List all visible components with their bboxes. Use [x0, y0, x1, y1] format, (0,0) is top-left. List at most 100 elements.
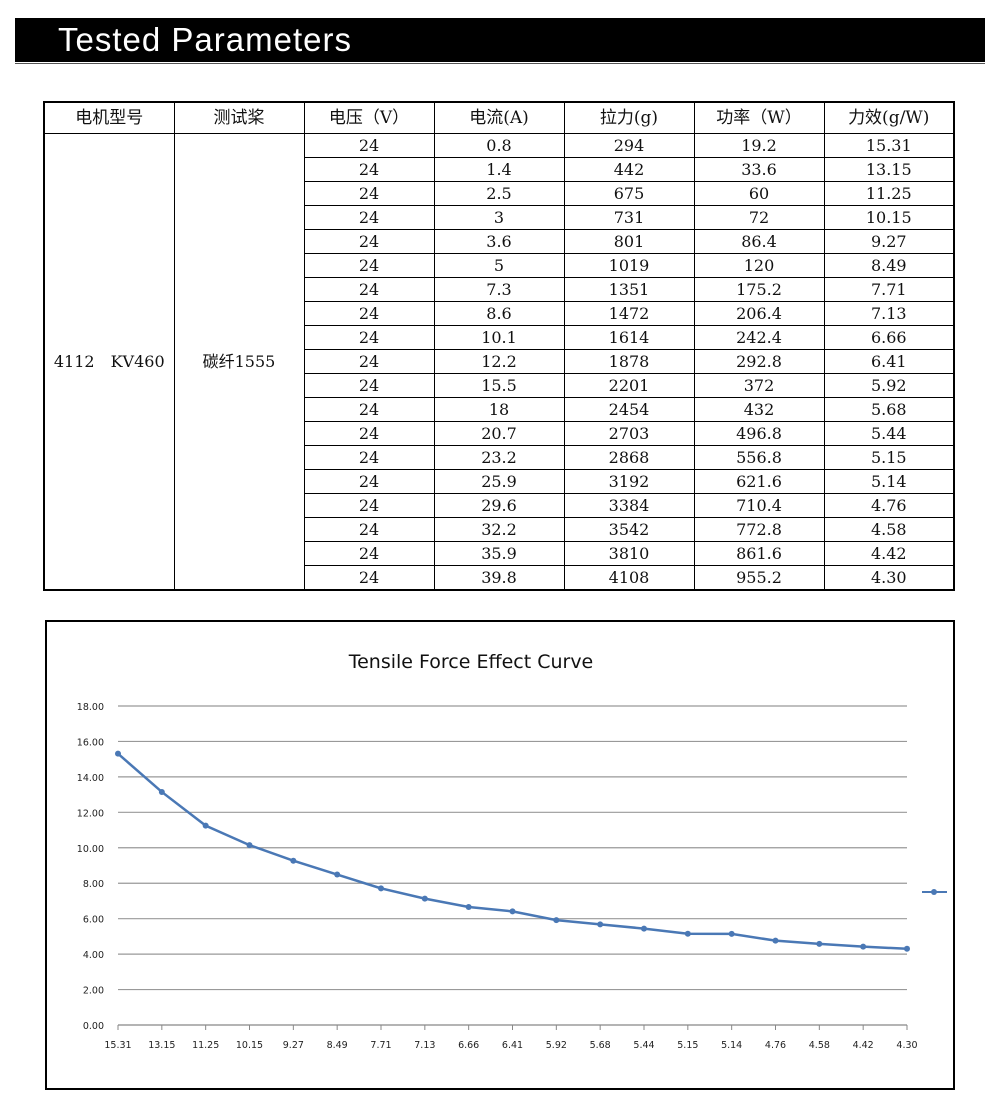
section-title: Tested Parameters	[58, 21, 352, 58]
table-cell: 7.71	[823, 277, 955, 302]
table-cell: 955.2	[693, 565, 825, 591]
table-cell: 32.2	[433, 517, 565, 542]
x-tick-label: 4.76	[765, 1040, 786, 1051]
table-cell: 25.9	[433, 469, 565, 494]
y-tick-label: 8.00	[83, 879, 104, 890]
data-point	[334, 871, 341, 878]
table-cell: 24	[303, 421, 435, 446]
data-point	[641, 925, 647, 932]
column-header: 电机型号	[43, 101, 175, 134]
x-tick-label: 7.71	[370, 1040, 391, 1051]
x-tick-label: 5.15	[677, 1040, 698, 1051]
parameters-table: 电机型号 测试桨 电压（V） 电流(A) 拉力(g) 功率（W） 力效(g/W) 4112 …	[43, 101, 955, 591]
data-point	[597, 921, 604, 928]
table-cell: 4108	[563, 565, 695, 591]
data-point	[290, 857, 297, 864]
y-tick-label: 4.00	[83, 950, 104, 961]
data-point	[728, 930, 735, 937]
table-cell: 39.8	[433, 565, 565, 591]
table-cell: 4.30	[823, 565, 955, 591]
table-cell: 2703	[563, 421, 695, 446]
y-tick-label: 16.00	[77, 737, 104, 748]
data-point	[246, 842, 253, 849]
data-point	[684, 930, 691, 937]
y-tick-label: 12.00	[77, 808, 104, 819]
table-row: 24 3.6 801 86.4 9.27	[44, 229, 955, 254]
data-point	[202, 822, 209, 829]
table-cell: 8.49	[823, 253, 955, 278]
table-row: 24 32.2 3542 772.8 4.58	[44, 517, 955, 542]
table-cell: 24	[303, 229, 435, 254]
data-point	[421, 895, 428, 902]
table-row: 24 5 1019 120 8.49	[44, 253, 955, 278]
table-cell: 3192	[563, 469, 695, 494]
table-cell: 4.58	[823, 517, 955, 542]
table-cell: 13.15	[823, 157, 955, 182]
table-cell: 24	[303, 565, 435, 591]
table-cell: 11.25	[823, 181, 955, 206]
table-cell: 24	[303, 445, 435, 470]
table-row: 24 1.4 442 33.6 13.15	[44, 157, 955, 182]
table-cell: 1351	[563, 277, 695, 302]
table-cell: 24	[303, 157, 435, 182]
table-cell: 24	[303, 541, 435, 566]
table-cell: 7.13	[823, 301, 955, 326]
chart-panel: Tensile Force Effect Curve 0.00 2.00 4.00 6.…	[45, 620, 955, 1090]
table-cell: 24	[303, 133, 435, 158]
table-cell: 372	[693, 373, 825, 398]
table-cell: 24	[303, 397, 435, 422]
y-tick-label: 18.00	[77, 702, 104, 713]
data-point	[158, 788, 165, 795]
x-tick-label: 13.15	[148, 1040, 175, 1051]
table-cell: 24	[303, 517, 435, 542]
table-cell: 496.8	[693, 421, 825, 446]
table-cell: 29.6	[433, 493, 565, 518]
table-cell: 1878	[563, 349, 695, 374]
y-tick-label: 0.00	[83, 1021, 104, 1032]
table-cell: 19.2	[693, 133, 825, 158]
table-cell: 5.14	[823, 469, 955, 494]
x-tick-label: 5.92	[546, 1040, 567, 1051]
x-tick-label: 6.41	[502, 1040, 523, 1051]
table-cell: 24	[303, 493, 435, 518]
data-point	[378, 885, 384, 892]
x-tick-label: 6.66	[458, 1040, 479, 1051]
table-cell: 861.6	[693, 541, 825, 566]
x-tick-label: 5.14	[721, 1040, 742, 1051]
section-header: Tested Parameters	[15, 18, 985, 62]
y-tick-label: 14.00	[77, 773, 104, 784]
table-cell: 20.7	[433, 421, 565, 446]
column-header: 电压（V）	[303, 101, 435, 134]
x-tick-label: 4.58	[809, 1040, 830, 1051]
table-cell: 8.6	[433, 301, 565, 326]
table-cell: 2.5	[433, 181, 565, 206]
table-cell: 6.41	[823, 349, 955, 374]
table-row: 24 39.8 4108 955.2 4.30	[44, 565, 955, 591]
table-cell: 292.8	[693, 349, 825, 374]
x-tick-label: 8.49	[327, 1040, 348, 1051]
table-cell: 772.8	[693, 517, 825, 542]
x-tick-label: 4.30	[896, 1040, 917, 1051]
table-cell: 556.8	[693, 445, 825, 470]
table-cell: 4.42	[823, 541, 955, 566]
table-cell: 432	[693, 397, 825, 422]
y-tick-label: 6.00	[83, 915, 104, 926]
table-cell: 33.6	[693, 157, 825, 182]
divider	[15, 63, 985, 64]
x-tick-label: 9.27	[283, 1040, 304, 1051]
table-row: 24 12.2 1878 292.8 6.41	[44, 349, 955, 374]
table-cell: 5.44	[823, 421, 955, 446]
table-cell: 175.2	[693, 277, 825, 302]
motor-cell: 4112 KV460	[43, 133, 175, 591]
y-tick-label: 2.00	[83, 986, 104, 997]
table-row: 24 3 731 72 10.15	[44, 205, 955, 230]
data-point	[553, 917, 560, 924]
table-cell: 3.6	[433, 229, 565, 254]
legend-marker	[931, 889, 937, 895]
data-point	[816, 940, 823, 947]
column-header: 测试桨	[173, 101, 305, 134]
data-point	[860, 943, 867, 950]
table-row: 24 25.9 3192 621.6 5.14	[44, 469, 955, 494]
table-row: 24 10.1 1614 242.4 6.66	[44, 325, 955, 350]
